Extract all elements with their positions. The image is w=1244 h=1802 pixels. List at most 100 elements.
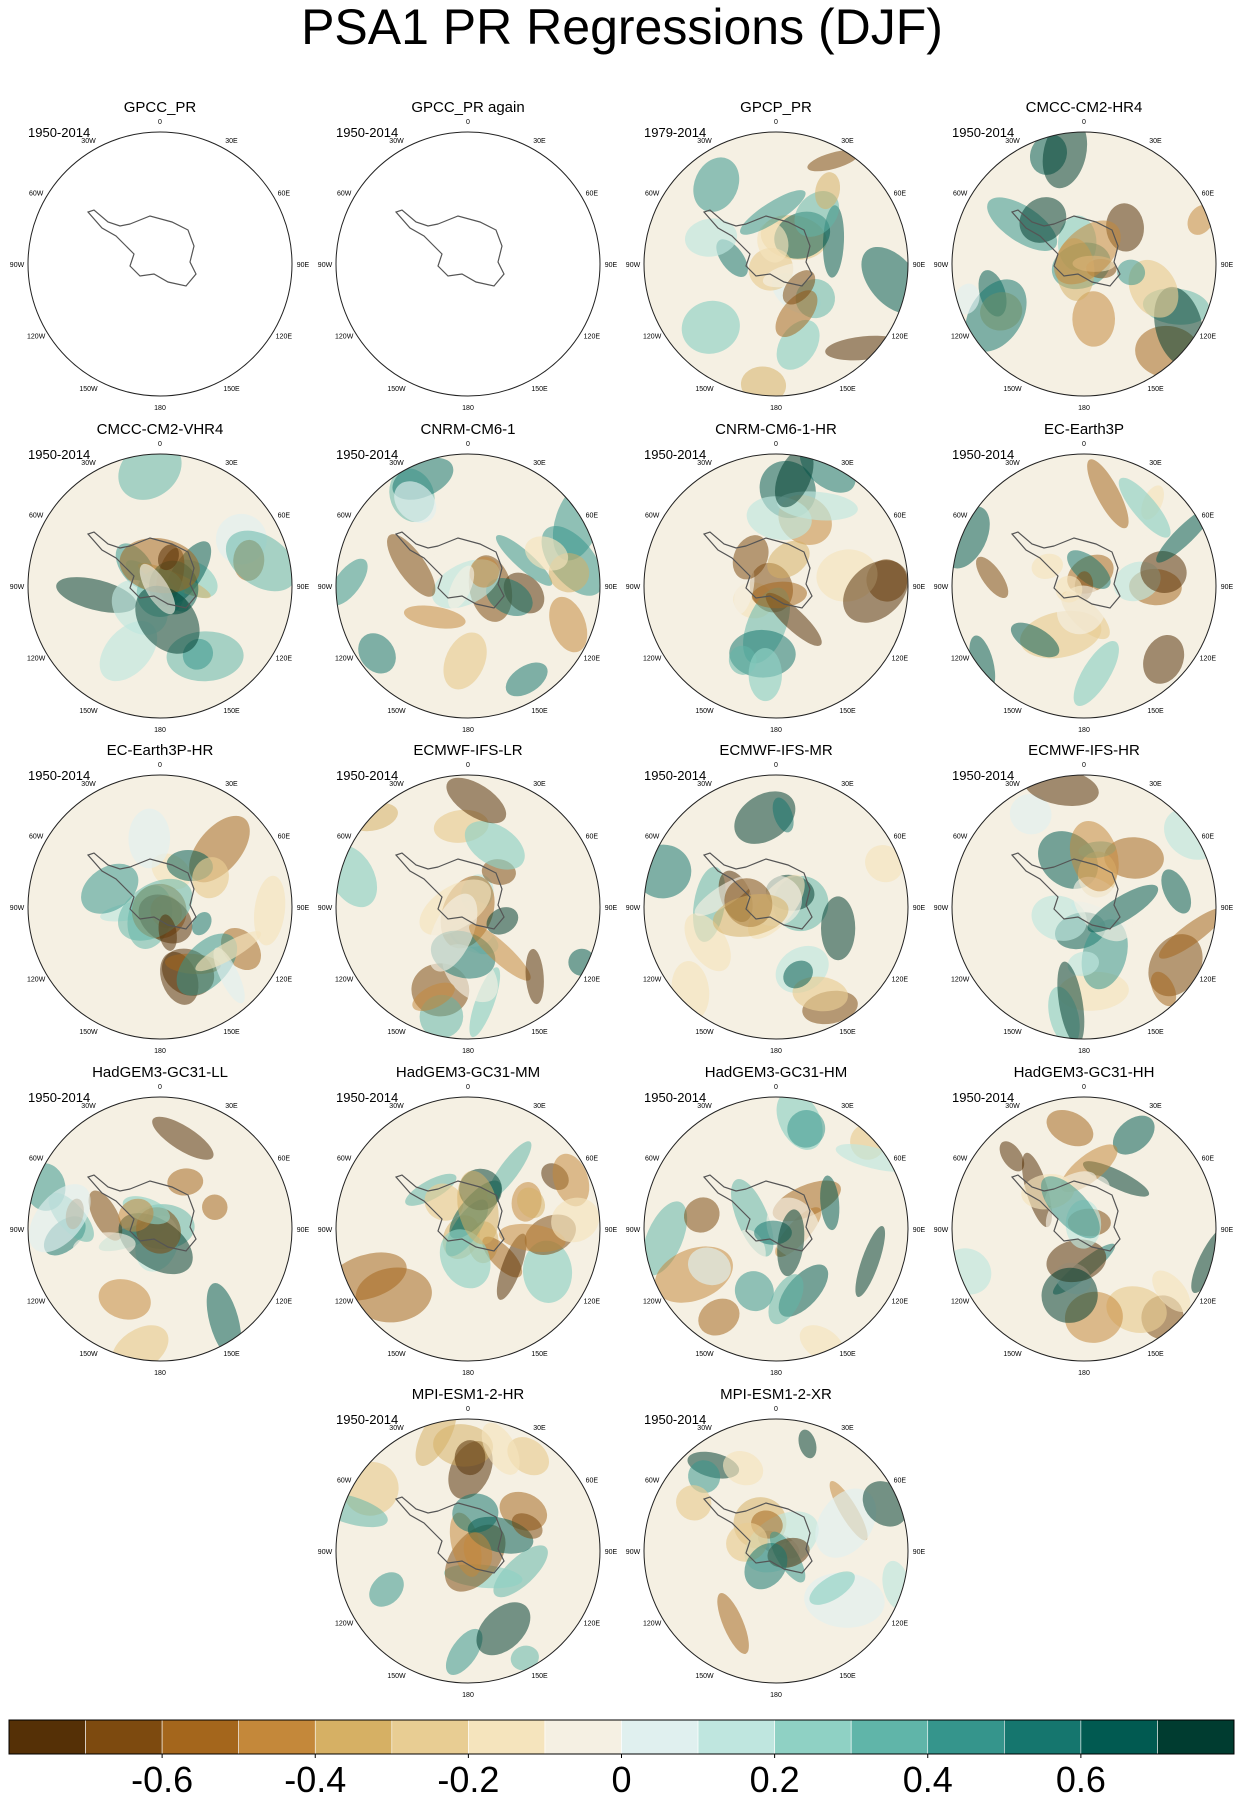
map-border	[27, 1096, 293, 1362]
longitude-label: 120W	[951, 977, 970, 984]
colorbar-box	[85, 1719, 163, 1755]
longitude-label: 0	[466, 119, 470, 126]
map-shading	[681, 150, 908, 396]
longitude-label: 120E	[892, 334, 909, 341]
shading-blob	[443, 632, 487, 690]
shading-blob	[457, 1170, 499, 1245]
longitude-label: 150W	[387, 1673, 406, 1680]
map-panel: ECMWF-IFS-MR 1950-2014 0 30E 60E 90E 120E 150E 1…	[626, 742, 926, 1055]
longitude-label: 120E	[1200, 1299, 1217, 1306]
shading-blob	[446, 777, 507, 824]
longitude-label: 60W	[337, 513, 352, 520]
longitude-label: 60E	[894, 1478, 907, 1485]
panel-title: ECMWF-IFS-MR	[719, 742, 832, 759]
longitude-label: 90E	[1221, 262, 1234, 269]
shading-blob	[748, 647, 782, 702]
shading-blob	[1031, 895, 1087, 941]
map-panel: GPCC_PR again 1950-2014 0 30E 60E 90E 120E 150E…	[318, 99, 618, 412]
map-border	[643, 131, 909, 397]
panel-period: 1950-2014	[644, 1090, 706, 1105]
panel-title: EC-Earth3P-HR	[107, 742, 214, 759]
shading-blob	[139, 563, 176, 615]
longitude-label: 60E	[278, 1156, 291, 1163]
shading-blob	[1150, 971, 1177, 1007]
longitude-label: 0	[466, 441, 470, 448]
shading-blob	[683, 1197, 720, 1233]
shading-blob	[358, 633, 396, 674]
longitude-label: 60W	[337, 834, 352, 841]
shading-blob	[1112, 1115, 1155, 1155]
shading-blob	[336, 558, 368, 606]
longitude-label: 0	[466, 1084, 470, 1091]
shading-blob	[855, 1226, 886, 1298]
shading-blob	[1046, 1109, 1094, 1147]
map-border	[335, 453, 601, 719]
longitude-label: 30W	[389, 460, 404, 467]
longitude-label: 120W	[27, 1299, 46, 1306]
shading-blob	[1073, 641, 1119, 706]
panel-period: 1950-2014	[336, 447, 398, 462]
shading-blob	[158, 914, 177, 951]
longitude-label: 60W	[337, 191, 352, 198]
map-panel: MPI-ESM1-2-HR 1950-2014 0 30E 60E 90E 120E 150E…	[318, 1386, 618, 1699]
colorbar-box	[238, 1719, 316, 1755]
shading-blob	[787, 1110, 826, 1148]
shading-blob	[693, 157, 740, 212]
longitude-label: 30E	[225, 460, 238, 467]
shading-blob	[81, 863, 139, 914]
longitude-label: 30E	[1149, 138, 1162, 145]
shading-blob	[428, 893, 478, 972]
panel-period: 1979-2014	[644, 125, 706, 140]
antarctica-outline	[394, 852, 505, 930]
longitude-label: 60E	[278, 834, 291, 841]
longitude-label: 30E	[841, 460, 854, 467]
longitude-label: 180	[770, 1692, 782, 1699]
map-border	[27, 453, 293, 719]
shading-blob	[495, 535, 553, 586]
longitude-label: 180	[462, 405, 474, 412]
longitude-label: 30W	[697, 460, 712, 467]
colorbar-tick-label: 0.2	[750, 1759, 800, 1800]
longitude-label: 120W	[951, 334, 970, 341]
shading-blob	[469, 923, 531, 981]
longitude-label: 0	[774, 1406, 778, 1413]
shading-blob	[394, 481, 437, 523]
longitude-label: 30W	[697, 138, 712, 145]
shading-blob	[476, 1602, 531, 1656]
longitude-label: 120E	[584, 1299, 601, 1306]
longitude-label: 30W	[1005, 138, 1020, 145]
longitude-label: 0	[774, 1084, 778, 1091]
longitude-label: 90W	[934, 262, 949, 269]
panel-title: ECMWF-IFS-HR	[1028, 742, 1140, 759]
shading-blob	[792, 976, 848, 1012]
longitude-label: 120W	[27, 656, 46, 663]
longitude-label: 180	[770, 1048, 782, 1055]
colorbar-box	[544, 1719, 622, 1755]
shading-blob	[403, 605, 466, 629]
longitude-label: 120W	[335, 1621, 354, 1628]
shading-blob	[744, 1542, 788, 1590]
panel-period: 1950-2014	[952, 768, 1014, 783]
map-panel: HadGEM3-GC31-HM 1950-2014 0 30E 60E 90E 120E 15…	[626, 1064, 926, 1377]
shading-blob	[336, 1492, 388, 1528]
shading-blob	[999, 1141, 1025, 1172]
longitude-label: 60W	[953, 513, 968, 520]
longitude-label: 120W	[643, 1299, 662, 1306]
panel-period: 1950-2014	[644, 1412, 706, 1427]
shading-blob	[486, 577, 533, 617]
shading-blob	[1152, 1270, 1191, 1312]
longitude-label: 120W	[27, 977, 46, 984]
longitude-label: 150W	[387, 1029, 406, 1036]
longitude-label: 90E	[297, 584, 310, 591]
shading-blob	[815, 172, 841, 210]
longitude-label: 30E	[841, 1425, 854, 1432]
shading-blob	[644, 1201, 688, 1276]
longitude-label: 150W	[1003, 1351, 1022, 1358]
colorbar-box	[314, 1719, 393, 1755]
shading-blob	[1161, 869, 1192, 914]
longitude-label: 30W	[81, 460, 96, 467]
longitude-label: 30W	[1005, 781, 1020, 788]
longitude-label: 120E	[276, 334, 293, 341]
shading-blob	[734, 1271, 774, 1312]
